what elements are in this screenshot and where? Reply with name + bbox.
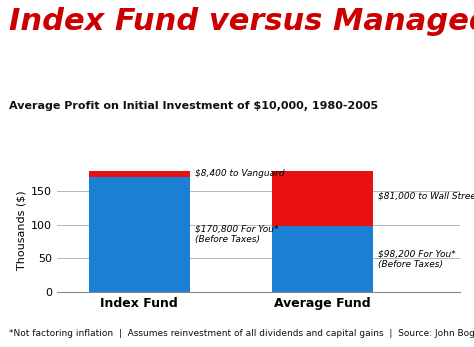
Text: $98,200 For You*
(Before Taxes): $98,200 For You* (Before Taxes) <box>378 249 456 269</box>
Bar <box>272 226 373 292</box>
Bar <box>89 171 190 177</box>
Text: $81,000 to Wall Street: $81,000 to Wall Street <box>378 192 474 200</box>
Text: $170,800 For You*
(Before Taxes): $170,800 For You* (Before Taxes) <box>195 225 279 244</box>
Text: Average Profit on Initial Investment of $10,000, 1980-2005: Average Profit on Initial Investment of … <box>9 101 379 111</box>
Text: Index Fund versus Managed Fund: Index Fund versus Managed Fund <box>9 7 474 36</box>
Bar <box>272 171 373 226</box>
Text: $8,400 to Vanguard: $8,400 to Vanguard <box>195 169 285 178</box>
Y-axis label: Thousands ($): Thousands ($) <box>17 190 27 270</box>
Bar <box>89 177 190 292</box>
Text: *Not factoring inflation  |  Assumes reinvestment of all dividends and capital g: *Not factoring inflation | Assumes reinv… <box>9 329 474 338</box>
